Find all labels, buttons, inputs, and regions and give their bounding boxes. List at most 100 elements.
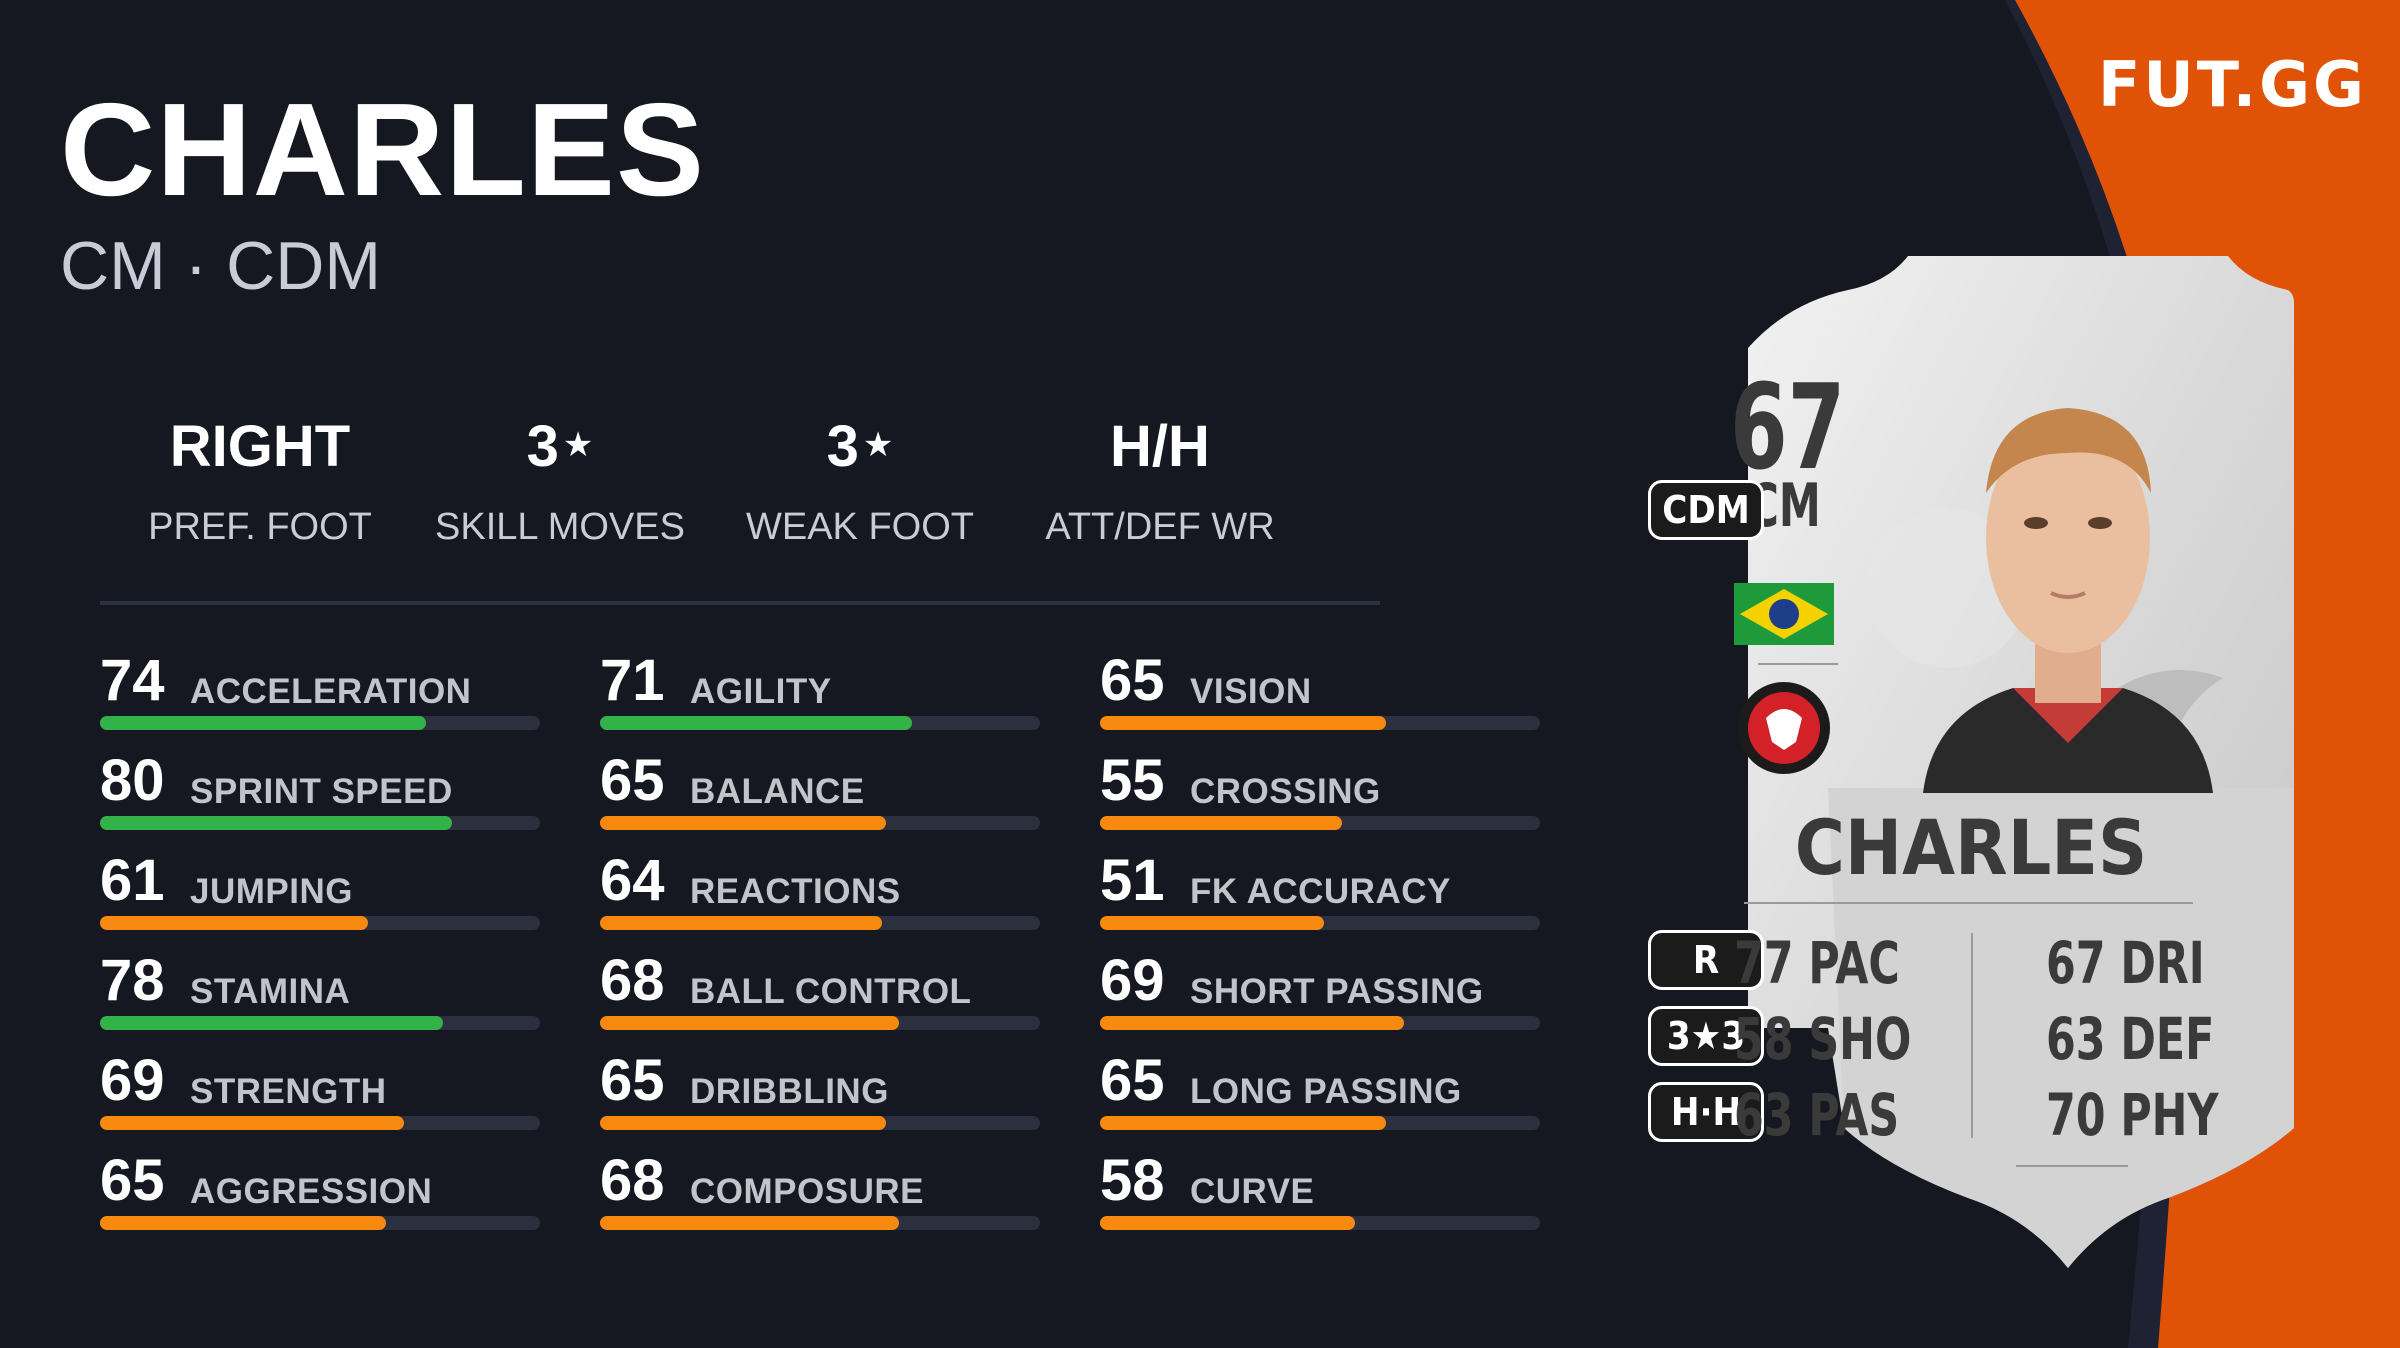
- alt-position-badge: CDM: [1648, 480, 1764, 540]
- stat-bar: [600, 1216, 1040, 1230]
- stat-bar-fill: [100, 1016, 444, 1030]
- stat-bar-fill: [100, 816, 452, 830]
- card-stat-dri: 67 DRI: [2046, 929, 2205, 997]
- stat-value: 58: [1100, 1148, 1165, 1213]
- work-rate-info: H/H ATT/DEF WR: [1020, 418, 1300, 549]
- stat-bar: [1100, 816, 1540, 830]
- skill-moves-value: 3: [526, 414, 559, 479]
- stat-long-passing: 65 LONG PASSING: [1100, 1052, 1540, 1132]
- player-card: 67 CM CDM CHARLES R 3★3 H·H 77 PAC 58 SHO …: [1648, 248, 2294, 1272]
- stat-bar-fill: [600, 816, 886, 830]
- skill-moves-info: 3 ★ SKILL MOVES: [420, 418, 700, 549]
- brand-logo[interactable]: FUT.GG: [2098, 48, 2367, 121]
- card-stat-sho: 58 SHO: [1734, 1005, 1912, 1073]
- midtjylland-crest-icon: [1738, 682, 1830, 774]
- stat-value: 74: [100, 648, 165, 713]
- card-rating: 67: [1730, 358, 1846, 496]
- stat-label: CROSSING: [1190, 772, 1381, 811]
- stat-fk-accuracy: 51 FK ACCURACY: [1100, 852, 1540, 932]
- player-photo: [1923, 343, 2213, 793]
- stat-label: STRENGTH: [190, 1072, 387, 1111]
- stat-bar-fill: [100, 716, 426, 730]
- stat-value: 69: [100, 1048, 165, 1113]
- stat-bar-fill: [1100, 1116, 1386, 1130]
- stat-value: 65: [600, 748, 665, 813]
- skill-moves-label: SKILL MOVES: [435, 506, 685, 548]
- stat-vision: 65 VISION: [1100, 652, 1540, 732]
- stat-ball-control: 68 BALL CONTROL: [600, 952, 1040, 1032]
- stat-bar: [100, 716, 540, 730]
- player-name: CHARLES: [60, 76, 706, 223]
- stat-value: 55: [1100, 748, 1165, 813]
- brazil-flag-icon: [1734, 583, 1834, 645]
- stat-bar: [600, 1016, 1040, 1030]
- stat-bar-fill: [600, 716, 913, 730]
- stat-strength: 69 STRENGTH: [100, 1052, 540, 1132]
- stat-bar-fill: [600, 1016, 900, 1030]
- stat-bar: [1100, 916, 1540, 930]
- card-player-name: CHARLES: [1794, 803, 2148, 892]
- player-positions: CM · CDM: [60, 228, 382, 304]
- stat-value: 68: [600, 948, 665, 1013]
- stat-jumping: 61 JUMPING: [100, 852, 540, 932]
- stat-label: FK ACCURACY: [1190, 872, 1451, 911]
- star-icon: ★: [862, 426, 894, 464]
- stat-label: SHORT PASSING: [1190, 972, 1484, 1011]
- stat-label: SPRINT SPEED: [190, 772, 453, 811]
- pref-foot-label: PREF. FOOT: [148, 506, 372, 548]
- stat-curve: 58 CURVE: [1100, 1152, 1540, 1232]
- stat-value: 71: [600, 648, 665, 713]
- weak-foot-value: 3: [826, 414, 859, 479]
- stat-bar-fill: [600, 916, 882, 930]
- stat-label: BALL CONTROL: [690, 972, 972, 1011]
- stat-value: 65: [100, 1148, 165, 1213]
- stat-label: COMPOSURE: [690, 1172, 924, 1211]
- stat-bar-fill: [600, 1216, 900, 1230]
- stat-value: 65: [600, 1048, 665, 1113]
- stat-short-passing: 69 SHORT PASSING: [1100, 952, 1540, 1032]
- stat-bar: [1100, 1216, 1540, 1230]
- stat-acceleration: 74 ACCELERATION: [100, 652, 540, 732]
- stat-bar-fill: [100, 1216, 386, 1230]
- stat-bar-fill: [1100, 816, 1342, 830]
- stat-label: AGILITY: [690, 672, 832, 711]
- skills-weak-foot-badge: 3★3: [1648, 1006, 1764, 1066]
- stat-bar-fill: [1100, 916, 1325, 930]
- stat-bar: [600, 916, 1040, 930]
- card-stat-pac: 77 PAC: [1734, 929, 1900, 997]
- card-stat-def: 63 DEF: [2046, 1005, 2215, 1073]
- stat-value: 61: [100, 848, 165, 913]
- stat-bar-fill: [1100, 1216, 1356, 1230]
- stat-bar: [100, 816, 540, 830]
- star-icon: ★: [562, 426, 594, 464]
- card-stat-pas: 63 PAS: [1734, 1081, 1900, 1149]
- stat-balance: 65 BALANCE: [600, 752, 1040, 832]
- stat-label: DRIBBLING: [690, 1072, 889, 1111]
- stat-bar-fill: [1100, 1016, 1404, 1030]
- stat-bar: [100, 916, 540, 930]
- stat-crossing: 55 CROSSING: [1100, 752, 1540, 832]
- card-stat-phy: 70 PHY: [2046, 1081, 2219, 1149]
- stat-label: VISION: [1190, 672, 1312, 711]
- stat-value: 51: [1100, 848, 1165, 913]
- stat-bar: [1100, 716, 1540, 730]
- stat-bar-fill: [600, 1116, 886, 1130]
- pref-foot-value: RIGHT: [169, 414, 351, 479]
- stat-dribbling: 65 DRIBBLING: [600, 1052, 1040, 1132]
- stat-value: 68: [600, 1148, 665, 1213]
- work-rate-label: ATT/DEF WR: [1045, 506, 1275, 548]
- stat-value: 65: [1100, 648, 1165, 713]
- stat-stamina: 78 STAMINA: [100, 952, 540, 1032]
- stat-bar: [1100, 1116, 1540, 1130]
- stat-bar: [1100, 1016, 1540, 1030]
- section-divider: [100, 601, 1380, 605]
- stat-bar: [600, 1116, 1040, 1130]
- stat-agility: 71 AGILITY: [600, 652, 1040, 732]
- stat-composure: 68 COMPOSURE: [600, 1152, 1040, 1232]
- stat-reactions: 64 REACTIONS: [600, 852, 1040, 932]
- preferred-foot-badge: R: [1648, 930, 1764, 990]
- stat-value: 65: [1100, 1048, 1165, 1113]
- stat-label: AGGRESSION: [190, 1172, 433, 1211]
- stat-bar-fill: [100, 1116, 404, 1130]
- stat-value: 78: [100, 948, 165, 1013]
